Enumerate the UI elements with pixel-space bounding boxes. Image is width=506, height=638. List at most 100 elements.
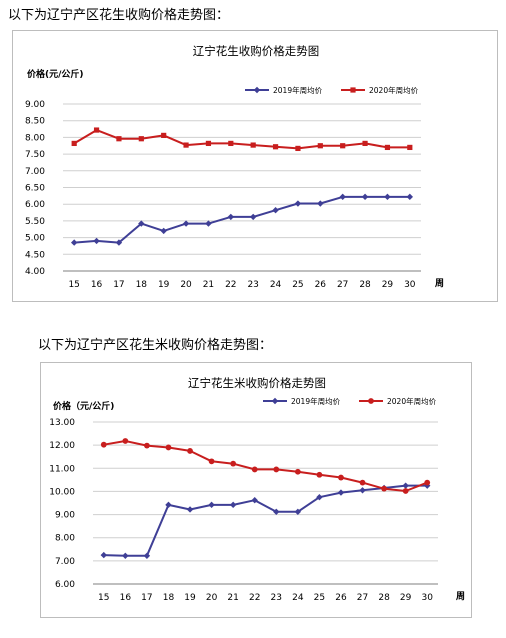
data-point — [361, 193, 369, 201]
x-tick-label: 26 — [335, 593, 347, 603]
series-line — [74, 195, 410, 244]
x-tick-label: 22 — [249, 593, 260, 603]
x-tick-label: 22 — [225, 280, 236, 290]
data-point — [317, 143, 323, 149]
data-point — [227, 213, 235, 221]
data-point — [249, 213, 257, 221]
data-point — [229, 501, 237, 509]
data-point — [316, 471, 323, 478]
x-tick-label: 18 — [136, 280, 148, 290]
chart-title: 辽宁花生收购价格走势图 — [193, 44, 320, 58]
data-point — [359, 479, 366, 486]
x-tick-label: 15 — [68, 280, 79, 290]
x-axis-label: 周 — [435, 278, 444, 289]
section-heading-peanut-kernel: 以下为辽宁产区花生米收购价格走势图： — [38, 338, 273, 353]
data-point — [251, 466, 258, 473]
data-point — [93, 237, 100, 245]
x-tick-label: 25 — [292, 280, 303, 290]
data-point — [187, 448, 193, 454]
data-point — [208, 458, 215, 465]
y-tick-label: 7.00 — [25, 167, 45, 177]
data-point — [165, 444, 172, 451]
data-point — [122, 438, 129, 444]
chart-title: 辽宁花生米收购价格走势图 — [188, 376, 326, 390]
legend-marker — [253, 86, 261, 94]
legend-marker — [350, 87, 356, 93]
x-tick-label: 29 — [382, 280, 394, 290]
x-tick-label: 20 — [180, 280, 192, 290]
y-tick-label: 5.50 — [25, 217, 45, 227]
data-point — [70, 239, 78, 246]
y-axis-label: 价格（元/公斤) — [53, 400, 114, 412]
data-point — [316, 494, 323, 501]
x-tick-label: 21 — [227, 593, 238, 603]
data-point — [272, 207, 279, 214]
data-point — [144, 442, 150, 449]
data-point — [100, 551, 107, 559]
data-point — [424, 479, 431, 486]
data-point — [294, 200, 302, 207]
x-tick-label: 27 — [337, 280, 348, 290]
data-point — [340, 143, 346, 149]
data-point — [71, 140, 77, 147]
data-point — [251, 497, 258, 504]
x-tick-label: 25 — [314, 593, 325, 603]
data-point — [359, 487, 366, 494]
data-point — [338, 474, 344, 481]
data-point — [228, 140, 234, 147]
y-tick-label: 7.50 — [25, 150, 45, 160]
data-point — [143, 552, 151, 559]
data-point — [161, 132, 167, 138]
x-tick-label: 23 — [247, 280, 258, 290]
data-point — [115, 239, 123, 246]
data-point — [138, 136, 144, 142]
data-point — [294, 468, 301, 475]
series-line — [103, 440, 428, 492]
data-point — [230, 460, 237, 467]
y-tick-label: 4.00 — [25, 267, 45, 277]
peanut-kernel-price-chart-svg: 6.00 7.00 8.00 9.00 10.00 11.00 12.00 13.00 15 16… — [49, 376, 465, 603]
legend-label: 2019年周均价 — [291, 396, 341, 406]
section-heading-peanut: 以下为辽宁产区花生收购价格走势图： — [8, 8, 230, 23]
data-point — [205, 140, 212, 147]
y-axis-label: 价格(元/公斤) — [27, 68, 84, 80]
x-tick-label: 16 — [91, 280, 103, 290]
x-tick-label: 19 — [184, 593, 196, 603]
x-tick-label: 24 — [292, 593, 304, 603]
legend-marker — [271, 397, 279, 405]
data-point — [381, 485, 387, 492]
data-point — [272, 144, 279, 150]
data-point — [205, 220, 212, 227]
y-tick-label: 7.00 — [55, 557, 75, 567]
x-tick-label: 28 — [378, 593, 390, 603]
data-point — [362, 140, 368, 147]
y-tick-label: 5.00 — [25, 234, 45, 244]
data-point — [208, 501, 215, 509]
x-tick-label: 23 — [271, 593, 282, 603]
y-tick-label: 8.00 — [55, 534, 75, 544]
y-tick-label: 13.00 — [49, 418, 75, 428]
data-point — [273, 466, 280, 473]
data-point — [402, 488, 409, 494]
x-tick-label: 29 — [400, 593, 412, 603]
data-point — [122, 552, 129, 559]
data-point — [317, 200, 324, 207]
series-line — [103, 484, 428, 557]
data-point — [407, 144, 413, 151]
legend-label: 2019年周均价 — [273, 85, 323, 95]
peanut-price-chart: 4.00 4.50 5.00 5.50 6.00 6.50 7.00 7.50 8.00 8.50… — [12, 30, 498, 302]
y-tick-label: 9.00 — [55, 511, 75, 521]
x-tick-label: 18 — [163, 593, 175, 603]
data-point — [384, 193, 391, 201]
data-point — [406, 193, 414, 201]
data-point — [183, 142, 189, 148]
legend-marker — [368, 398, 374, 404]
data-point — [165, 501, 172, 509]
legend-label: 2020年周均价 — [369, 85, 419, 95]
y-tick-label: 6.50 — [25, 184, 45, 194]
x-tick-label: 19 — [158, 280, 170, 290]
x-tick-label: 30 — [421, 593, 433, 603]
x-tick-label: 30 — [404, 280, 416, 290]
data-point — [100, 441, 107, 448]
data-point — [384, 144, 391, 151]
